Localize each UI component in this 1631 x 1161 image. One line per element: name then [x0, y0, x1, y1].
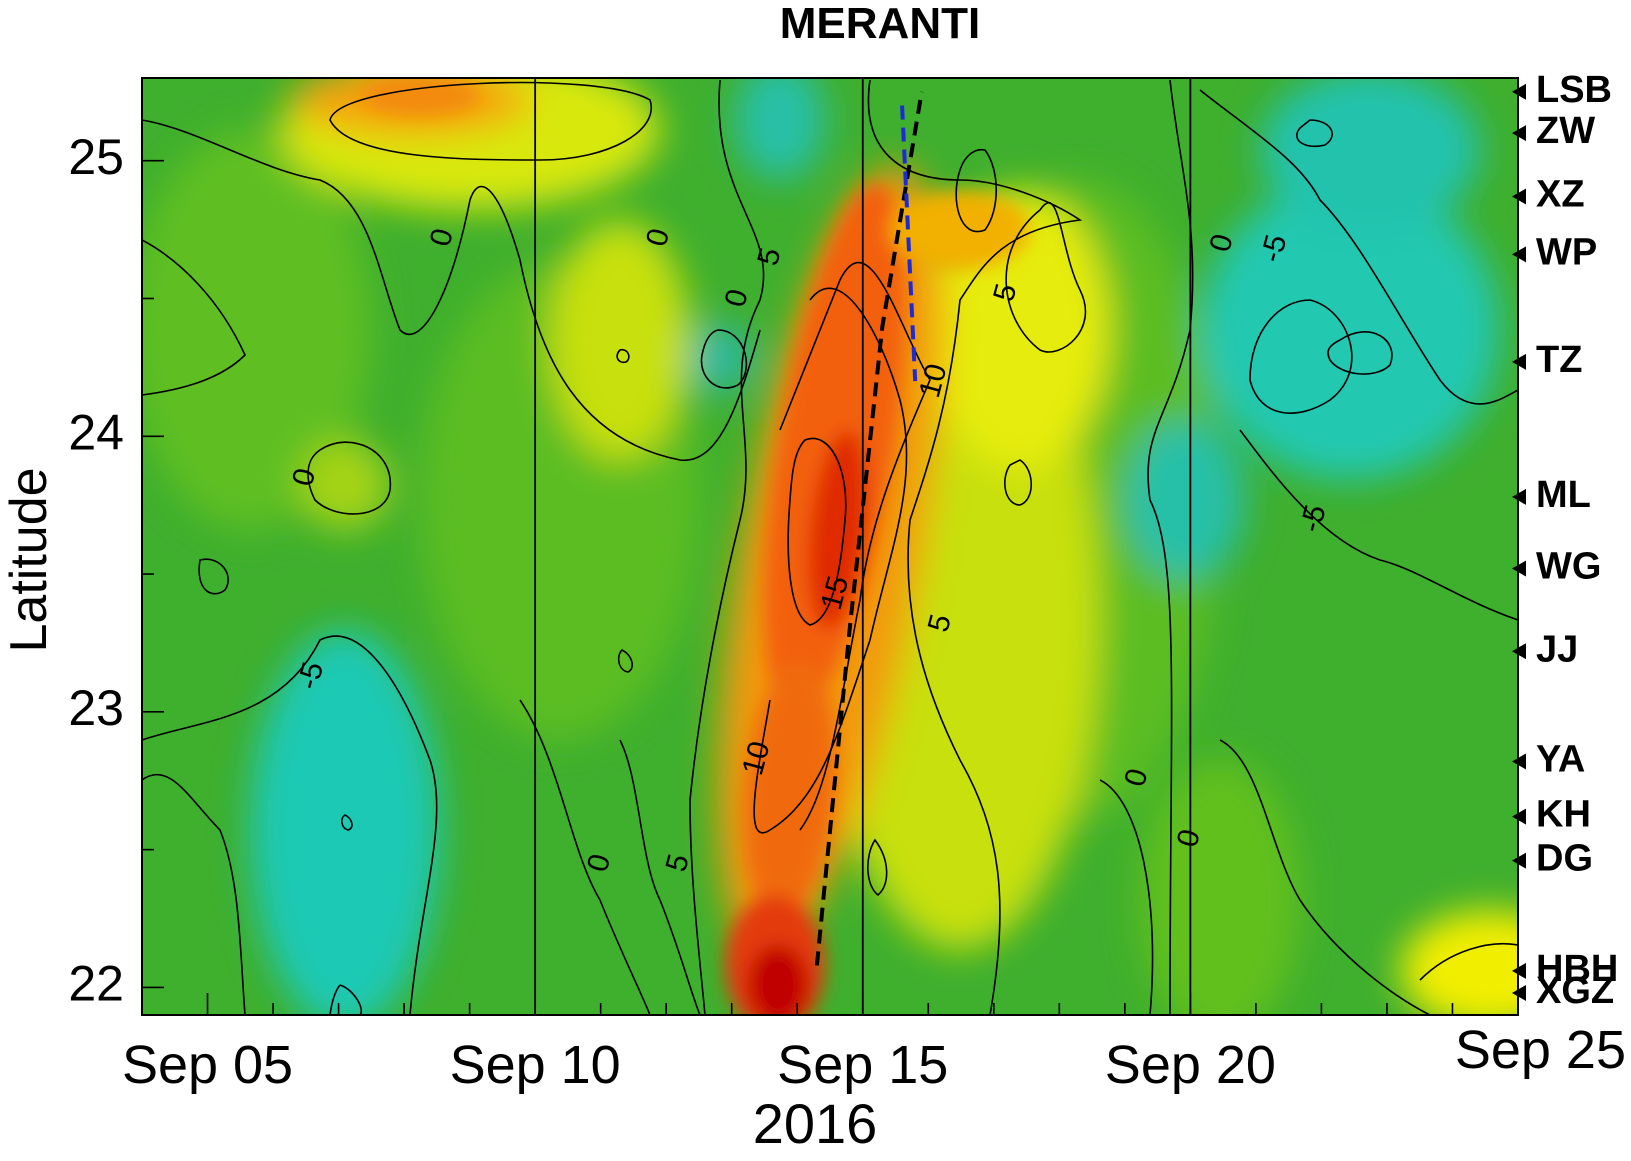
contour-line — [307, 441, 392, 515]
station-marker — [1512, 246, 1526, 263]
station-marker — [1512, 560, 1526, 577]
contour-line — [329, 984, 362, 1015]
typhoon-track-blue-dashed — [900, 105, 918, 382]
contour-line — [142, 239, 246, 396]
y-tick-label: 23 — [68, 680, 124, 736]
contour-line — [619, 739, 701, 1015]
contour-line — [198, 558, 229, 595]
station-marker — [1512, 852, 1526, 869]
contour-line — [1147, 79, 1194, 1015]
contour-line — [1219, 739, 1431, 1015]
station-marker — [1512, 488, 1526, 505]
contour-line — [1239, 429, 1518, 621]
station-label: WP — [1536, 231, 1597, 273]
x-tick-label: Sep 15 — [777, 1035, 948, 1095]
contour-line — [1419, 942, 1518, 981]
station-label: XZ — [1536, 174, 1585, 216]
station-marker — [1512, 643, 1526, 660]
contour-line — [142, 635, 438, 1015]
station-label: YA — [1536, 738, 1585, 780]
station-label: WG — [1536, 546, 1601, 588]
station-label: DG — [1536, 838, 1593, 880]
y-tick-label: 22 — [68, 956, 124, 1012]
x-axis-label: 2016 — [753, 1092, 878, 1155]
station-marker — [1512, 188, 1526, 205]
contour-line — [753, 287, 908, 834]
contour-line — [341, 814, 353, 831]
contour-line — [1327, 331, 1393, 375]
chart-title: MERANTI — [780, 0, 980, 48]
contour-line — [1249, 299, 1353, 414]
station-marker — [1512, 808, 1526, 825]
contour-lines — [142, 79, 1518, 1015]
y-axis: 22 23 24 25 — [68, 129, 164, 1012]
contour-line — [867, 838, 888, 897]
station-label: XGZ — [1536, 970, 1614, 1012]
x-axis: Sep 05 Sep 10 Sep 15 Sep 20 Sep 25 — [122, 993, 1626, 1095]
y-tick-label: 25 — [68, 129, 124, 185]
y-tick-label: 24 — [68, 404, 124, 460]
contour-line — [1004, 459, 1033, 506]
contour-line — [1199, 89, 1518, 405]
contour-line — [142, 119, 761, 461]
station-label: TZ — [1536, 339, 1582, 381]
station-label: JJ — [1536, 628, 1578, 670]
contour-line — [955, 148, 998, 233]
station-label: KH — [1536, 794, 1591, 836]
station-marker — [1512, 353, 1526, 370]
y-axis-label: Latitude — [0, 467, 58, 652]
vertical-reference-lines — [534, 78, 1192, 1015]
field-blobs-core — [360, 78, 1030, 1015]
contour-line — [616, 348, 630, 364]
x-tick-label: Sep 10 — [450, 1035, 621, 1095]
x-tick-label: Sep 20 — [1105, 1035, 1276, 1095]
station-marker — [1512, 984, 1526, 1001]
contour-line — [617, 649, 634, 673]
station-label: ZW — [1536, 110, 1595, 152]
contour-line — [700, 329, 748, 389]
contour-line — [867, 79, 1083, 1015]
contour-line — [329, 81, 653, 161]
contour-line — [519, 699, 651, 1015]
station-marker — [1512, 962, 1526, 979]
x-tick-label: Sep 05 — [122, 1035, 293, 1095]
contour-line — [1296, 119, 1333, 147]
contour-line — [1005, 201, 1087, 353]
contour-line — [787, 437, 847, 626]
station-label: ML — [1536, 474, 1591, 516]
station-marker — [1512, 753, 1526, 770]
contour-line — [689, 79, 765, 1015]
station-label: HBH — [1536, 948, 1618, 990]
contour-line — [1099, 779, 1154, 1015]
station-label: LSB — [1536, 69, 1612, 111]
contour-line — [142, 773, 246, 1015]
typhoon-track-black-dashed — [814, 91, 924, 966]
station-marker — [1512, 125, 1526, 142]
station-marker — [1512, 83, 1526, 100]
x-tick-label: Sep 25 — [1455, 1020, 1626, 1080]
